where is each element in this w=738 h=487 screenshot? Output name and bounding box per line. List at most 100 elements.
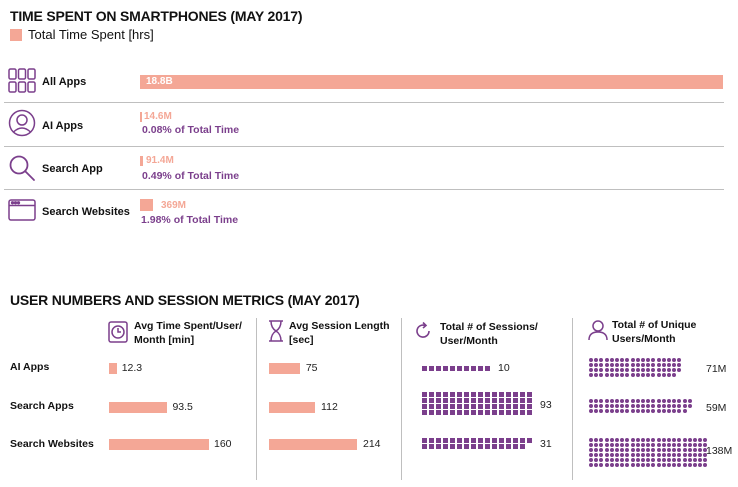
session-square	[450, 444, 455, 449]
session-square	[492, 444, 497, 449]
session-square	[457, 366, 462, 371]
user-dot	[625, 438, 630, 442]
session-square	[429, 410, 434, 415]
user-dot	[641, 368, 645, 372]
user-dot	[661, 404, 666, 408]
session-square	[443, 398, 448, 403]
user-dot	[677, 368, 682, 372]
user-dot	[687, 404, 692, 408]
user-dot	[630, 438, 635, 442]
user-dot	[656, 453, 661, 457]
user-dot	[698, 458, 703, 462]
session-square	[464, 404, 469, 409]
bar-avg-session	[269, 402, 316, 413]
user-dot	[589, 448, 593, 452]
session-square	[506, 404, 511, 409]
user-dot	[635, 438, 640, 442]
user-dot	[656, 463, 661, 467]
user-dot	[599, 453, 604, 457]
value-avg-session: 214	[363, 438, 381, 450]
session-square	[464, 444, 469, 449]
session-square	[499, 392, 504, 397]
user-dot	[589, 443, 593, 447]
user-dot	[661, 399, 666, 403]
value-sessions: 93	[540, 399, 552, 411]
session-square	[492, 392, 497, 397]
user-dot	[604, 404, 609, 408]
value-search-app: 91.4M	[146, 155, 174, 166]
session-square	[436, 444, 441, 449]
user-dot	[609, 463, 614, 467]
user-dot	[646, 448, 651, 452]
user-dot	[641, 463, 645, 467]
row-divider	[4, 146, 724, 147]
user-dot	[630, 453, 635, 457]
session-square	[436, 366, 441, 371]
value-avg-time: 160	[214, 438, 232, 450]
user-dot	[651, 368, 656, 372]
user-dot	[661, 463, 666, 467]
session-square	[471, 404, 476, 409]
user-dot	[604, 438, 609, 442]
session-square	[478, 398, 483, 403]
value-sessions: 10	[498, 362, 510, 374]
user-dot	[651, 363, 656, 367]
user-dot	[651, 399, 656, 403]
user-dot	[599, 373, 604, 377]
user-dot	[620, 368, 625, 372]
user-dot	[641, 373, 645, 377]
user-dot	[677, 458, 682, 462]
user-dot	[620, 373, 625, 377]
bar-search-app	[140, 156, 143, 166]
user-dot	[656, 458, 661, 462]
session-square	[513, 398, 518, 403]
session-square	[506, 438, 511, 443]
user-dot	[615, 358, 619, 362]
session-square	[457, 438, 462, 443]
user-dot	[589, 458, 593, 462]
user-dot	[609, 443, 614, 447]
session-square	[527, 404, 532, 409]
session-square	[485, 392, 490, 397]
user-dot	[641, 443, 645, 447]
session-square	[513, 438, 518, 443]
session-square	[464, 392, 469, 397]
user-dot	[594, 463, 599, 467]
user-dot	[646, 399, 651, 403]
user-dot	[693, 463, 697, 467]
session-square	[429, 398, 434, 403]
user-dot	[687, 453, 692, 457]
user-dot	[641, 448, 645, 452]
session-square	[464, 366, 469, 371]
user-dot	[599, 358, 604, 362]
user-dot	[672, 404, 677, 408]
user-dot	[630, 409, 635, 413]
user-dot	[630, 399, 635, 403]
session-square	[485, 366, 490, 371]
user-dot	[609, 358, 614, 362]
session-square	[527, 398, 532, 403]
user-dot	[599, 463, 604, 467]
session-square	[450, 438, 455, 443]
session-square	[443, 366, 448, 371]
user-dot	[651, 409, 656, 413]
user-dot	[682, 409, 687, 413]
hourglass-icon	[268, 320, 284, 342]
user-dot	[672, 458, 677, 462]
user-dot	[693, 448, 697, 452]
user-dot	[635, 448, 640, 452]
user-dot	[609, 404, 614, 408]
user-dot	[661, 453, 666, 457]
user-dot	[661, 363, 666, 367]
session-square	[506, 398, 511, 403]
user-dot	[625, 458, 630, 462]
user-dot	[620, 358, 625, 362]
user-dot	[620, 453, 625, 457]
session-square	[499, 398, 504, 403]
browser-window-icon	[8, 199, 36, 221]
user-dot	[599, 368, 604, 372]
user-dot	[667, 404, 671, 408]
grid-apps-icon	[8, 68, 36, 94]
user-dot	[677, 404, 682, 408]
user-dot	[599, 443, 604, 447]
